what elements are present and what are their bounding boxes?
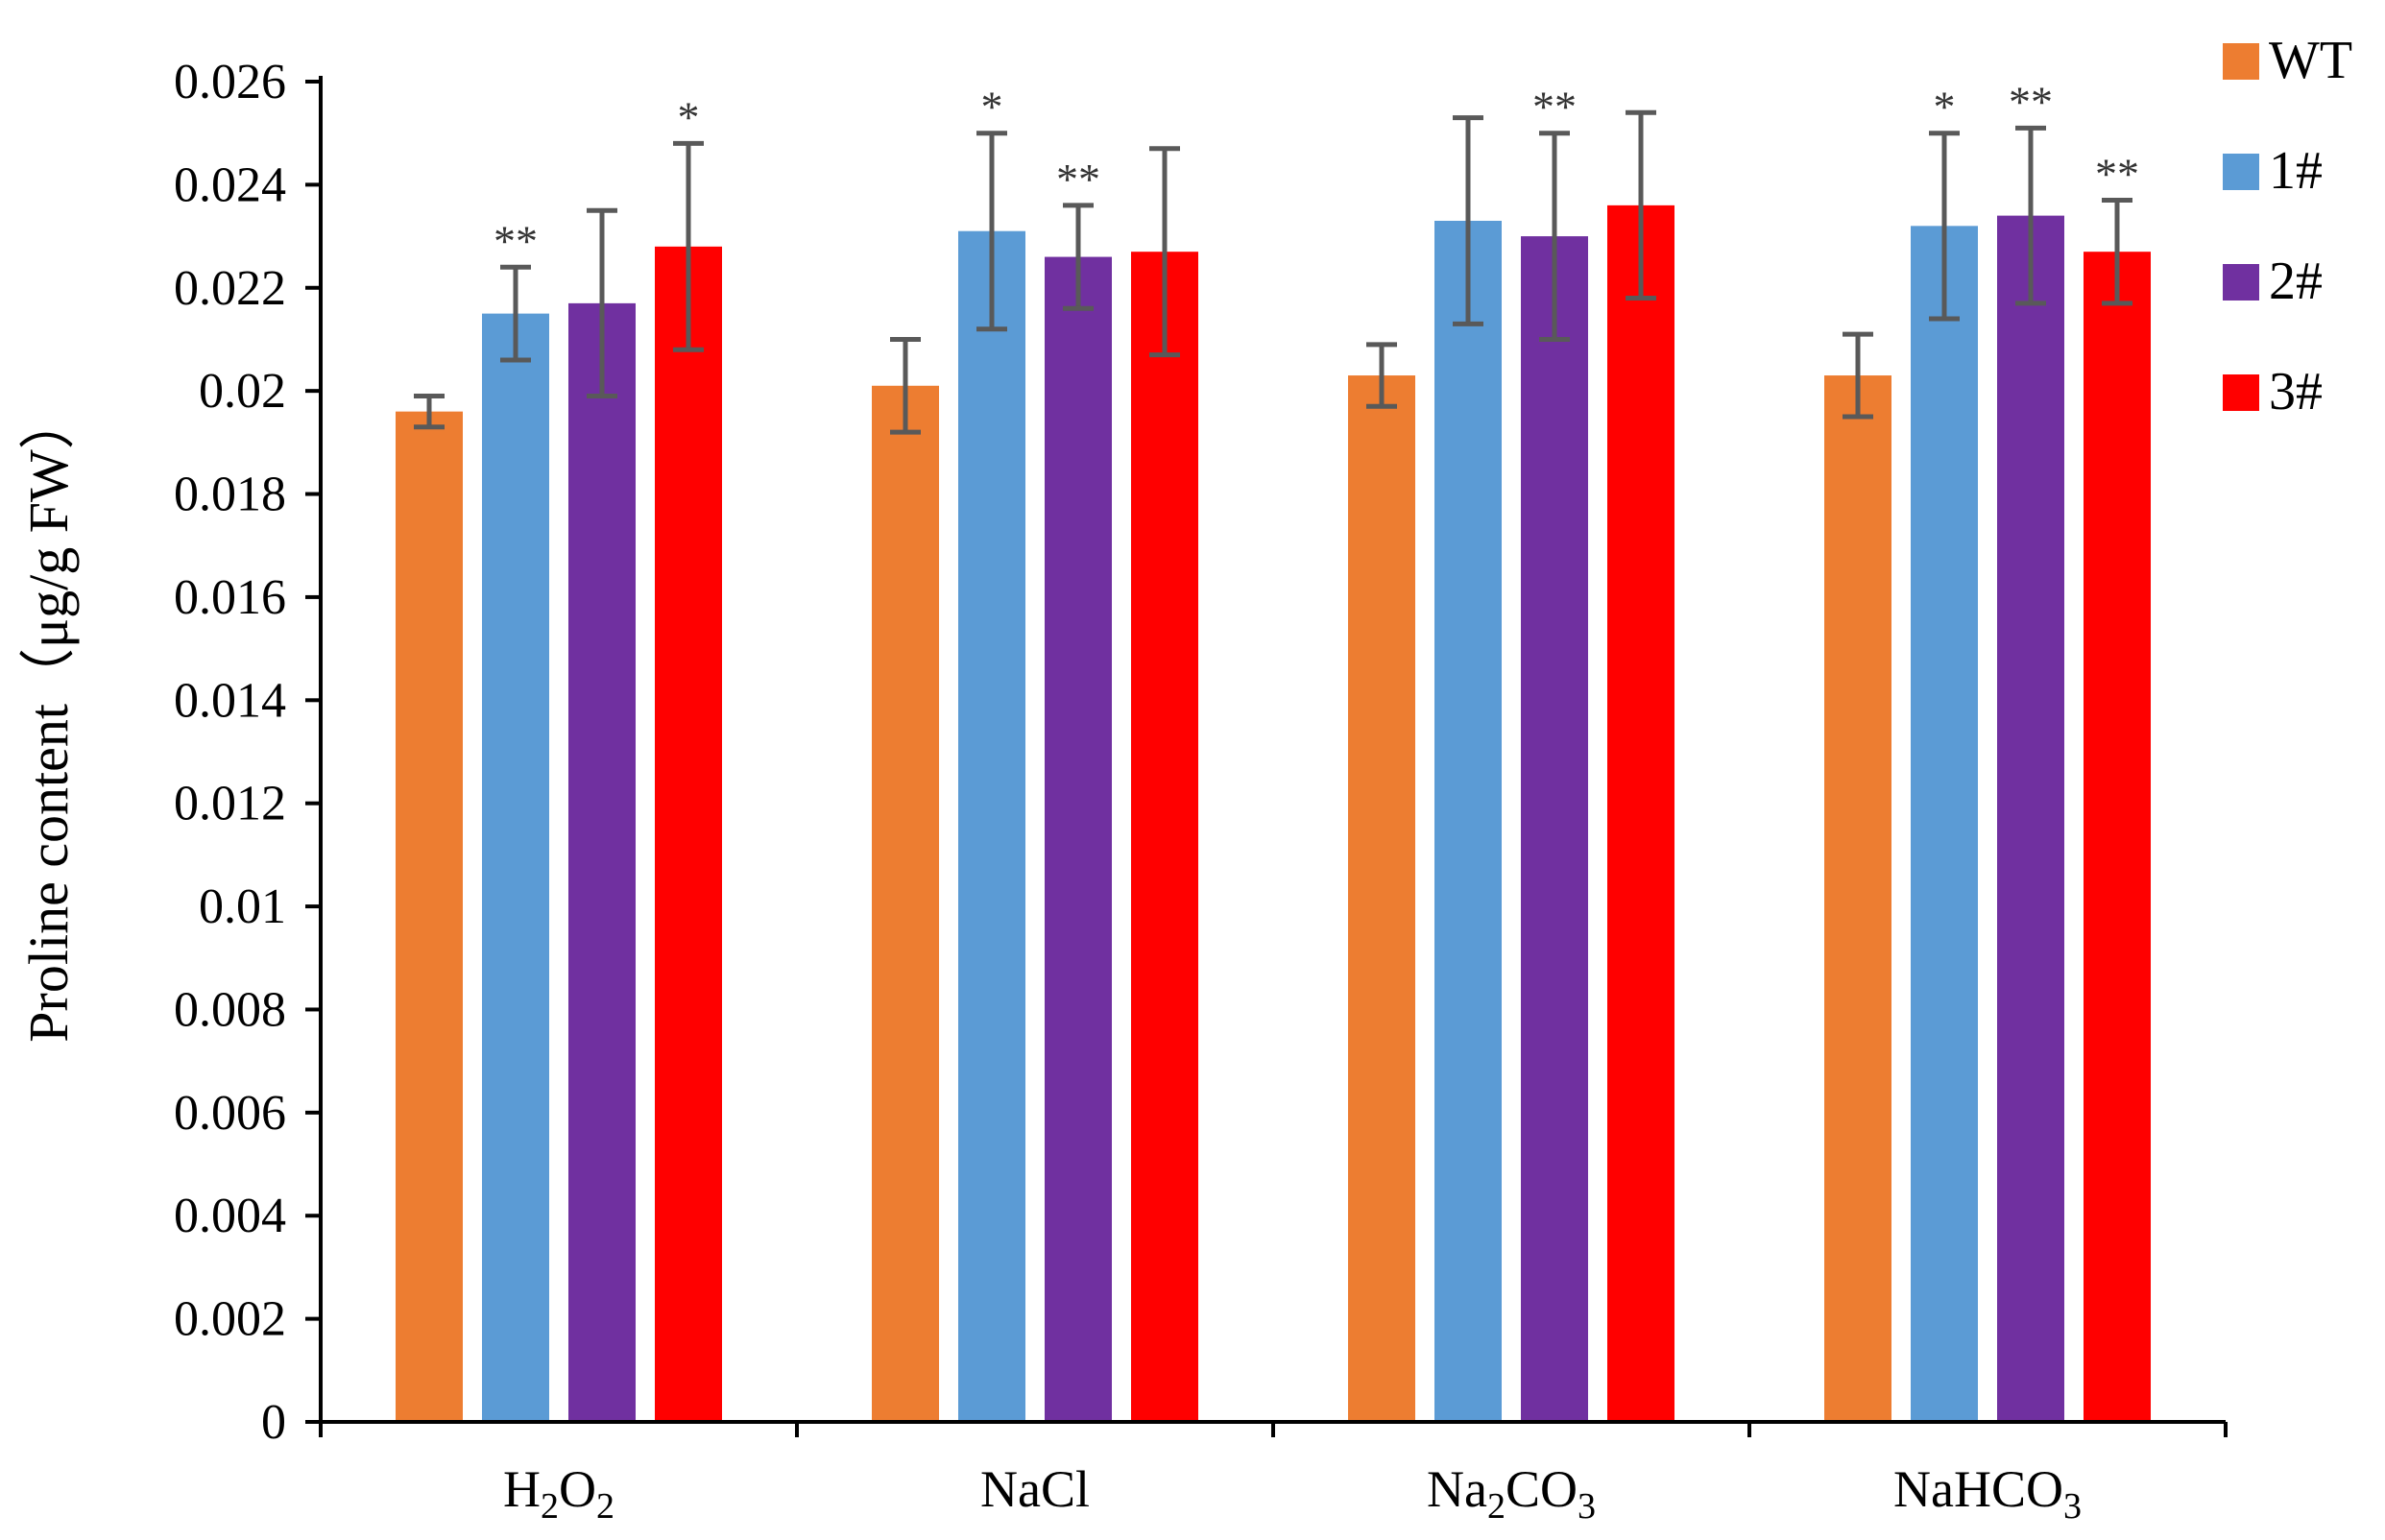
y-tick-label: 0.008: [174, 982, 286, 1037]
legend-label: 3#: [2269, 362, 2323, 421]
bar: [958, 230, 1025, 1423]
legend-swatch: [2223, 264, 2259, 301]
legend-label: 2#: [2269, 252, 2323, 311]
bar: [396, 411, 463, 1423]
legend-swatch: [2223, 43, 2259, 80]
bar: [1131, 252, 1198, 1423]
axes: 0 0.002 0.004 0.006 0.008 0.01 0.012 0.014 0.016…: [174, 55, 2228, 1527]
label-part: NaCl: [980, 1460, 1090, 1518]
label-part: O: [559, 1460, 596, 1518]
bar: [568, 302, 636, 1422]
subscript: 3: [2063, 1486, 2082, 1527]
bar: [482, 313, 549, 1423]
legend-swatch: [2223, 154, 2259, 190]
y-tick-label: 0.022: [174, 261, 286, 316]
legend-label: WT: [2269, 31, 2352, 90]
x-category-label: H2O2: [503, 1460, 614, 1527]
legend-label: 1#: [2269, 141, 2323, 201]
x-category-label: Na2CO3: [1427, 1460, 1596, 1527]
y-tick-label: 0.024: [174, 157, 286, 212]
y-tick-label: 0.018: [174, 468, 286, 522]
significance-label: **: [2095, 149, 2139, 198]
y-tick-label: 0.014: [174, 673, 286, 728]
significance-label: **: [1532, 83, 1577, 132]
bar: [1434, 220, 1502, 1422]
label-part: CO: [1506, 1460, 1578, 1518]
y-tick-label: 0.004: [174, 1189, 286, 1243]
y-tick-label: 0.002: [174, 1292, 286, 1347]
bar: [1997, 215, 2064, 1423]
significance-label: **: [1056, 155, 1100, 204]
label-part: Na: [1427, 1460, 1487, 1518]
bar: [2084, 252, 2151, 1423]
bar: [1348, 375, 1415, 1422]
significance-label: *: [678, 92, 700, 141]
plot-area: *** ***** *****: [396, 77, 2151, 1423]
bar: [1824, 375, 1891, 1422]
y-tick-label: 0.02: [199, 364, 286, 419]
legend-swatch: [2223, 374, 2259, 411]
subscript: 2: [596, 1486, 614, 1527]
y-tick-label: 0.016: [174, 570, 286, 625]
y-tick-label: 0.012: [174, 777, 286, 831]
x-category-label: NaHCO3: [1893, 1460, 2082, 1527]
bar: [1607, 205, 1674, 1422]
label-part: NaHCO: [1893, 1460, 2063, 1518]
bar: [872, 385, 939, 1422]
subscript: 2: [541, 1486, 559, 1527]
bar: [1911, 226, 1978, 1422]
bar: [1521, 236, 1588, 1423]
y-tick-label: 0.01: [199, 879, 286, 934]
label-part: H: [503, 1460, 541, 1518]
legend: WT 1# 2# 3#: [2223, 31, 2352, 421]
y-tick-label: 0: [261, 1395, 286, 1450]
significance-label: **: [494, 216, 538, 265]
significance-label: **: [2009, 77, 2053, 126]
y-tick-label: 0.006: [174, 1086, 286, 1141]
x-category-label: NaCl: [980, 1460, 1090, 1518]
significance-label: *: [981, 83, 1003, 132]
y-axis-title: Proline content（μg/g FW）: [17, 394, 80, 1042]
bar: [655, 246, 722, 1422]
y-tick-label: 0.026: [174, 55, 286, 109]
subscript: 3: [1578, 1486, 1596, 1527]
bar: [1045, 256, 1112, 1422]
significance-label: *: [1934, 83, 1956, 132]
subscript: 2: [1487, 1486, 1506, 1527]
